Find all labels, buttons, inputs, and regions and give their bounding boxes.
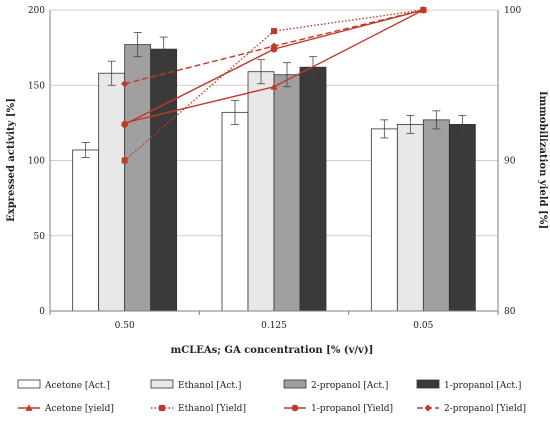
bar-layer: [72, 44, 476, 312]
legend-swatch: [17, 379, 41, 389]
legend-label: 2-propanol [Yield]: [444, 404, 526, 414]
legend-swatch: [283, 379, 307, 389]
line-marker: [270, 42, 278, 50]
bar: [247, 71, 275, 312]
line-marker: [270, 83, 278, 90]
line-marker: [419, 6, 427, 14]
bar: [221, 111, 249, 312]
y2-tick-label: 80: [504, 307, 516, 317]
bar: [98, 72, 126, 312]
y-tick-label: 150: [28, 81, 45, 91]
line-marker: [159, 405, 165, 411]
line-marker: [271, 28, 277, 35]
y2-axis-title: Immobilization yield [%]: [537, 91, 548, 229]
y-tick-label: 200: [28, 6, 45, 16]
x-tick-label: 0.50: [115, 321, 135, 331]
bar: [370, 128, 398, 312]
x-tick-label: 0.125: [261, 321, 287, 331]
y2-tick-label: 100: [504, 6, 521, 16]
legend-swatch: [416, 379, 440, 389]
line-layer: [121, 6, 427, 164]
bar: [150, 48, 178, 312]
legend-label: 2-propanol [Act.]: [311, 381, 388, 391]
bar: [273, 74, 301, 312]
line-marker: [25, 404, 33, 411]
series-line: [124, 9, 424, 162]
bar: [299, 66, 327, 312]
legend-swatch: [150, 379, 174, 389]
y-tick-label: 50: [34, 232, 46, 242]
line-marker: [121, 80, 129, 88]
y-axis-title: Expressed activity [%]: [6, 98, 17, 222]
legend-label: Ethanol [Act.]: [178, 381, 241, 391]
legend-label: Ethanol [Yield]: [178, 404, 246, 414]
axis-layer: 0 50 100 150 200 80 90 100 0.50 0.125 0.05: [28, 6, 522, 331]
legend-label: 1-propanol [Yield]: [311, 404, 393, 414]
legend-label: Acetone [Act.]: [44, 381, 110, 391]
line-marker: [121, 157, 128, 164]
x-tick-label: 0.05: [413, 321, 433, 331]
line-marker: [424, 404, 432, 412]
legend: Acetone [Act.] Ethanol [Act.] 2-propanol […: [17, 379, 526, 414]
bar: [396, 123, 424, 312]
y-tick-label: 100: [28, 157, 45, 167]
bar: [422, 119, 450, 312]
legend-label: 1-propanol [Act.]: [444, 381, 521, 391]
y2-tick-label: 90: [504, 157, 516, 167]
bar: [124, 44, 152, 312]
line-marker: [291, 404, 299, 412]
legend-label: Acetone [yield]: [44, 404, 114, 414]
bar: [448, 123, 476, 312]
line-marker: [121, 120, 129, 128]
y-tick-label: 0: [39, 307, 45, 317]
x-axis-title: mCLEAs; GA concentration [% (v/v)]: [171, 345, 374, 356]
bar: [72, 149, 100, 312]
